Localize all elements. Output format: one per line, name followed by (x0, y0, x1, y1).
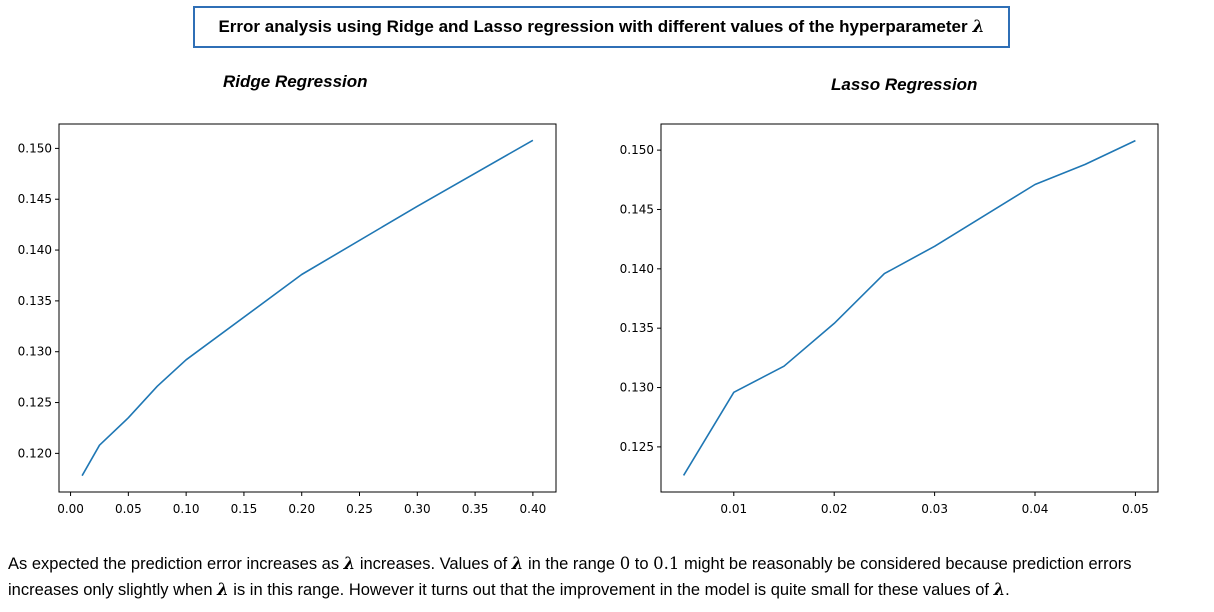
ridge-x-tick-label: 0.40 (520, 502, 547, 516)
ridge-x-tick-label: 0.20 (288, 502, 315, 516)
caption-text: increases. Values of (355, 555, 512, 573)
lambda-symbol: λ (972, 17, 985, 37)
lasso-y-tick-label: 0.150 (620, 143, 654, 157)
page-title: Error analysis using Ridge and Lasso reg… (193, 6, 1010, 48)
caption-text: is in this range. However it turns out t… (228, 581, 994, 599)
ridge-x-tick-label: 0.10 (173, 502, 200, 516)
lasso-x-tick-label: 0.04 (1022, 502, 1049, 516)
caption-text: . (1005, 581, 1010, 599)
lasso-chart: 0.01 0.02 0.03 0.04 0.05 0.125 0.130 0.135 0.140… (620, 123, 1159, 516)
ridge-y-tick-label: 0.135 (18, 294, 52, 308)
lasso-y-tick-label: 0.135 (620, 321, 654, 335)
ridge-x-tick-label: 0.00 (57, 502, 84, 516)
caption-lambda: λ (217, 580, 229, 599)
lasso-axes-frame (660, 123, 1159, 493)
ridge-y-tick-label: 0.140 (18, 243, 52, 257)
ridge-chart-title: Ridge Regression (223, 72, 368, 91)
ridge-y-tick-label: 0.145 (18, 192, 52, 206)
ridge-y-tick-label: 0.130 (18, 345, 52, 359)
ridge-x-tick-label: 0.15 (231, 502, 258, 516)
lasso-x-tick-label: 0.01 (720, 502, 747, 516)
lasso-x-tick-label: 0.02 (821, 502, 848, 516)
lasso-x-tick-label: 0.05 (1122, 502, 1149, 516)
lasso-y-tick-label: 0.140 (620, 262, 654, 276)
ridge-x-tick-label: 0.35 (462, 502, 489, 516)
lasso-y-tick-label: 0.130 (620, 381, 654, 395)
lasso-y-tick-label: 0.145 (620, 202, 654, 216)
lasso-x-tick-label: 0.03 (921, 502, 948, 516)
caption-number: 0.1 (653, 554, 680, 573)
caption-text: in the range (523, 555, 620, 573)
ridge-y-tick-label: 0.120 (18, 446, 52, 460)
ridge-x-tick-label: 0.30 (404, 502, 431, 516)
caption-text: As expected the prediction error increas… (8, 555, 344, 573)
ridge-series-line (81, 139, 534, 477)
caption-text: to (630, 555, 654, 573)
ridge-x-tick-label: 0.25 (346, 502, 373, 516)
caption-lambda: λ (511, 554, 524, 573)
ridge-y-tick-label: 0.150 (18, 141, 52, 155)
lasso-series-line (682, 139, 1136, 476)
ridge-x-tick-label: 0.05 (115, 502, 142, 516)
lasso-chart-title: Lasso Regression (831, 75, 978, 94)
caption-lambda: λ (993, 580, 1006, 599)
charts-canvas: 0.00 0.05 0.10 0.15 0.20 0.25 0.30 0.35 0.40 0.12… (18, 123, 1159, 516)
caption-text: might be reasonably be considered becaus… (679, 555, 1132, 573)
ridge-axes-frame (58, 123, 557, 493)
ridge-chart: 0.00 0.05 0.10 0.15 0.20 0.25 0.30 0.35 0.40 0.12… (18, 123, 557, 516)
caption-number: 0 (619, 554, 631, 573)
caption-lambda: λ (343, 554, 356, 573)
page-title-text: Error analysis using Ridge and Lasso reg… (218, 17, 968, 36)
lasso-y-tick-label: 0.125 (620, 440, 654, 454)
caption: As expected the prediction error increas… (8, 551, 1208, 603)
caption-text: increases only slightly when (8, 581, 218, 599)
ridge-y-tick-label: 0.125 (18, 396, 52, 410)
